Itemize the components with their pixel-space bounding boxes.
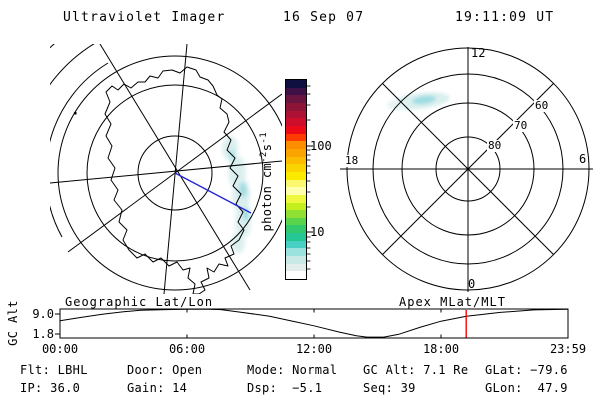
strip-ytick-1-8: 1.8 bbox=[32, 327, 54, 341]
colorbar-band bbox=[286, 133, 306, 142]
colorbar-band bbox=[286, 240, 306, 249]
status-seq: Seq: 39 bbox=[363, 381, 416, 395]
gc-alt-strip-panel bbox=[55, 308, 569, 339]
status-mode: Mode: Normal bbox=[247, 363, 338, 377]
status-ip: IP: 36.0 bbox=[20, 381, 81, 395]
colorbar-band bbox=[286, 156, 306, 165]
colorbar-band bbox=[286, 225, 306, 234]
mlat-ring-label-60: 60 bbox=[534, 99, 550, 112]
status-gc-alt: GC Alt: 7.1 Re bbox=[363, 363, 469, 377]
colorbar-band bbox=[286, 187, 306, 195]
mlat-ring-label-80: 80 bbox=[487, 139, 503, 152]
antarctica-coastline bbox=[104, 66, 245, 294]
colorbar-band bbox=[286, 217, 306, 226]
strip-hour-ticks bbox=[186, 309, 442, 338]
colorbar-band bbox=[286, 102, 306, 111]
colorbar-band bbox=[286, 148, 306, 157]
aurora-emission-dial bbox=[387, 92, 450, 110]
strip-y-axis-label: GC Alt bbox=[6, 300, 20, 346]
mlt-label-0: 0 bbox=[468, 277, 476, 291]
status-flt: Flt: LBHL bbox=[20, 363, 88, 377]
status-glat: GLat: −79.6 bbox=[485, 363, 568, 377]
colorbar-band bbox=[286, 141, 306, 149]
mlt-label-18: 18 bbox=[344, 154, 360, 167]
colorbar-band bbox=[286, 210, 306, 218]
image-date: 16 Sep 07 bbox=[283, 10, 365, 25]
mlt-label-6: 6 bbox=[579, 152, 587, 166]
strip-y-ticks bbox=[55, 313, 60, 335]
colorbar-ticks bbox=[307, 85, 313, 270]
colorbar-band bbox=[286, 80, 306, 88]
mlt-label-12: 12 bbox=[471, 46, 486, 60]
colorbar bbox=[285, 79, 307, 280]
status-glon: GLon: 47.9 bbox=[485, 381, 568, 395]
spacecraft-pointer-line bbox=[174, 172, 252, 214]
colorbar-band bbox=[286, 87, 306, 96]
colorbar-unit-label: photon cm-2s-1 bbox=[259, 131, 274, 232]
island-dot bbox=[74, 112, 77, 115]
mlat-ring-label-70: 70 bbox=[513, 119, 529, 132]
colorbar-band bbox=[286, 271, 306, 280]
strip-xtick-1800: 18:00 bbox=[422, 342, 460, 356]
colorbar-tick-10: 10 bbox=[310, 225, 325, 239]
colorbar-band bbox=[286, 95, 306, 103]
mlt-spokes bbox=[340, 47, 593, 292]
colorbar-band bbox=[286, 179, 306, 188]
strip-xtick-0600: 06:00 bbox=[168, 342, 206, 356]
colorbar-band bbox=[286, 256, 306, 264]
strip-xtick-2359: 23:59 bbox=[549, 342, 587, 356]
colorbar-band bbox=[286, 125, 306, 134]
map-caption: Geographic Lat/Lon bbox=[65, 295, 214, 309]
strip-xtick-1200: 12:00 bbox=[295, 342, 333, 356]
colorbar-band bbox=[286, 194, 306, 203]
status-dsp: Dsp: −5.1 bbox=[247, 381, 323, 395]
strip-xtick-0000: 00:00 bbox=[41, 342, 79, 356]
colorbar-band bbox=[286, 202, 306, 211]
status-door: Door: Open bbox=[127, 363, 203, 377]
page-title: Ultraviolet Imager bbox=[63, 10, 226, 25]
image-time: 19:11:09 UT bbox=[455, 10, 555, 25]
colorbar-tick-100: 100 bbox=[310, 139, 332, 153]
colorbar-band bbox=[286, 248, 306, 257]
gc-alt-curve bbox=[59, 308, 569, 338]
strip-ytick-9: 9.0 bbox=[32, 307, 54, 321]
colorbar-band bbox=[286, 110, 306, 119]
colorbar-band bbox=[286, 263, 306, 272]
colorbar-band bbox=[286, 171, 306, 180]
dial-caption: Apex MLat/MLT bbox=[399, 295, 506, 309]
latitude-circles bbox=[50, 44, 282, 291]
colorbar-band bbox=[286, 233, 306, 241]
status-gain: Gain: 14 bbox=[127, 381, 188, 395]
apex-dial-panel bbox=[340, 47, 593, 292]
colorbar-band bbox=[286, 164, 306, 172]
geographic-map-panel bbox=[50, 44, 282, 294]
colorbar-band bbox=[286, 118, 306, 126]
